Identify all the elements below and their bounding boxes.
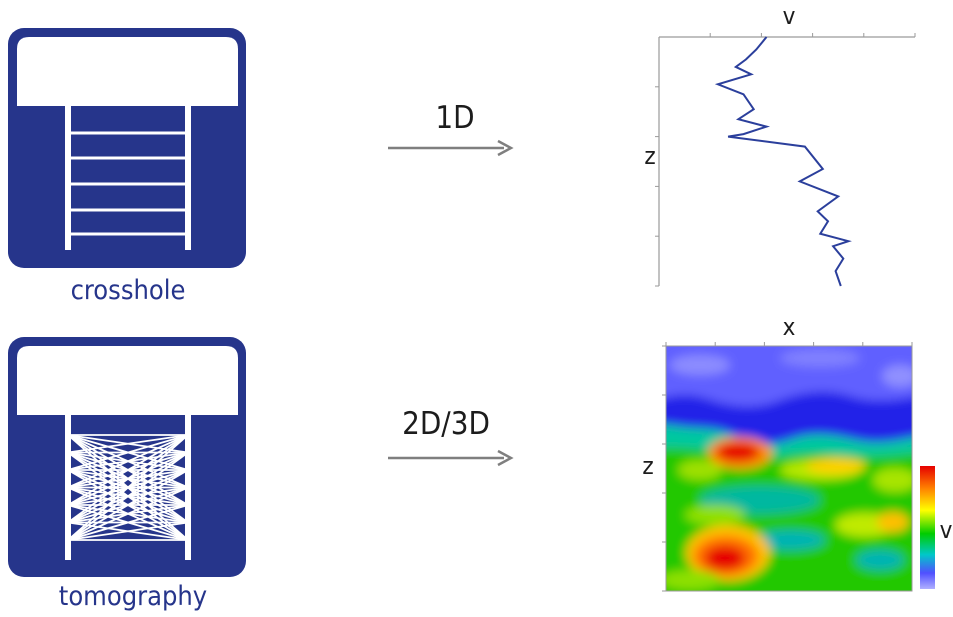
ray-path	[67, 434, 189, 506]
building-platform	[17, 37, 238, 106]
velocity-heatmap-chart: x z v	[642, 313, 953, 592]
ray-path	[67, 434, 189, 524]
colorbar-label: v	[940, 516, 953, 544]
ray-path	[67, 434, 189, 454]
ray-path	[67, 434, 189, 489]
heatmap-y-axis-label: z	[642, 452, 653, 480]
ray-path	[67, 486, 189, 541]
arrow-2d3d	[388, 449, 514, 467]
heatmap-ticks	[662, 342, 913, 592]
arrow-2d3d-label: 2D/3D	[402, 406, 490, 442]
building-platform	[17, 346, 238, 415]
heatmap-field	[666, 346, 912, 591]
heatmap-x-axis-label: x	[783, 313, 796, 341]
ray-path	[67, 434, 189, 471]
crosshole-label: crosshole	[71, 275, 186, 306]
ray-path	[67, 434, 189, 541]
profile-ticks	[655, 33, 916, 287]
ray-path	[67, 451, 189, 541]
velocity-profile-chart: v z	[644, 2, 916, 287]
tomography-icon	[8, 337, 246, 577]
arrow-1d	[388, 139, 514, 157]
ray-path	[67, 469, 189, 541]
arrow-1d-label: 1D	[435, 100, 474, 136]
heatmap-frame	[665, 345, 913, 592]
velocity-depth-profile-line	[714, 36, 852, 287]
colorbar	[920, 466, 935, 589]
profile-y-axis-label: z	[644, 142, 655, 170]
horizontal-ray-paths	[68, 131, 188, 236]
crossing-ray-paths	[67, 434, 189, 541]
tomography-label: tomography	[59, 581, 207, 612]
ray-path	[67, 521, 189, 541]
ray-path	[67, 504, 189, 541]
crosshole-icon	[8, 28, 246, 268]
profile-x-axis-label: v	[783, 2, 796, 30]
